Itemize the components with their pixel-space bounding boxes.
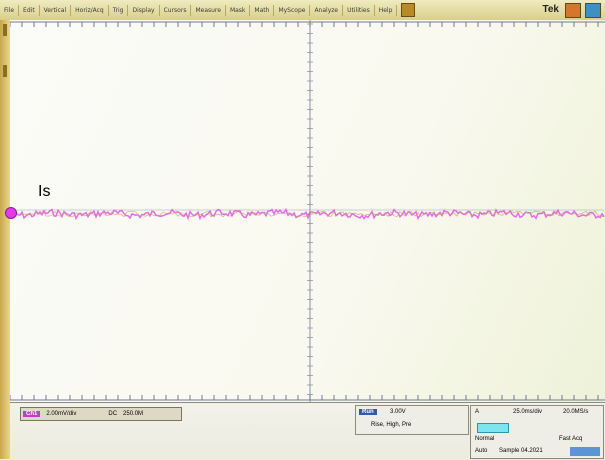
menu-file[interactable]: File: [0, 4, 20, 16]
trace-label: Is: [38, 183, 51, 200]
menu-analyze[interactable]: Analyze: [310, 4, 344, 16]
status-panel: Ch1 2.00mV/div DC 250.0M Run 3.00V Rise,…: [10, 402, 605, 460]
trigger-readout[interactable]: Run 3.00V Rise, High, Pre: [355, 405, 469, 435]
menu-trig[interactable]: Trig: [109, 4, 129, 16]
horiz-mode: Normal: [475, 436, 495, 442]
channel-rail-marker[interactable]: [3, 65, 7, 77]
horizontal-readout[interactable]: A 25.0ms/div 20.0MS/s Normal Fast Acq Au…: [470, 405, 604, 459]
waveform-display[interactable]: [10, 20, 605, 402]
menu-horiz-acq[interactable]: Horiz/Acq: [71, 4, 109, 16]
horiz-timebase: Auto: [475, 448, 488, 454]
record-length-indicator: [477, 423, 509, 433]
channel-1-marker[interactable]: [5, 207, 17, 219]
horiz-label: A: [475, 409, 480, 415]
menu-bar: File Edit Vertical Horiz/Acq Trig Displa…: [0, 0, 605, 21]
run-status: Run: [359, 409, 377, 415]
horiz-scale: 25.0ms/div: [513, 409, 543, 415]
menu-myscope[interactable]: MyScope: [274, 4, 311, 16]
minimize-button[interactable]: [565, 3, 581, 18]
menu-cursors[interactable]: Cursors: [160, 4, 192, 16]
menu-edit[interactable]: Edit: [19, 4, 40, 16]
menu-display[interactable]: Display: [128, 4, 160, 16]
horiz-detail: Fast Acq: [559, 436, 583, 442]
channel-rail-marker[interactable]: [3, 24, 7, 36]
trace-noise: [10, 210, 605, 218]
graticule-grid: [10, 20, 605, 402]
menu-help[interactable]: Help: [375, 4, 398, 16]
menu-mask[interactable]: Mask: [226, 4, 251, 16]
channel-coupling: DC: [108, 411, 118, 417]
channel-tag: Ch1: [23, 411, 41, 417]
menu-vertical[interactable]: Vertical: [40, 4, 72, 16]
horiz-timestamp: Sample 04.2021: [499, 448, 543, 454]
app-menu-icon[interactable]: [401, 3, 416, 17]
menu-utilities[interactable]: Utilities: [343, 4, 375, 16]
trigger-details: Rise, High, Pre: [371, 422, 412, 428]
help-button[interactable]: [585, 3, 601, 18]
channel-1-readout[interactable]: Ch1 2.00mV/div DC 250.0M: [20, 407, 182, 421]
menu-measure[interactable]: Measure: [191, 4, 226, 16]
menu-math[interactable]: Math: [250, 4, 275, 16]
channel-extra: 250.0M: [123, 411, 144, 417]
trigger-value: 3.00V: [390, 409, 406, 415]
brand-logo: Tek: [542, 4, 560, 15]
channel-scale: 2.00mV/div: [46, 411, 77, 417]
acquisition-indicator: [570, 447, 600, 456]
horiz-rate: 20.0MS/s: [563, 409, 589, 415]
